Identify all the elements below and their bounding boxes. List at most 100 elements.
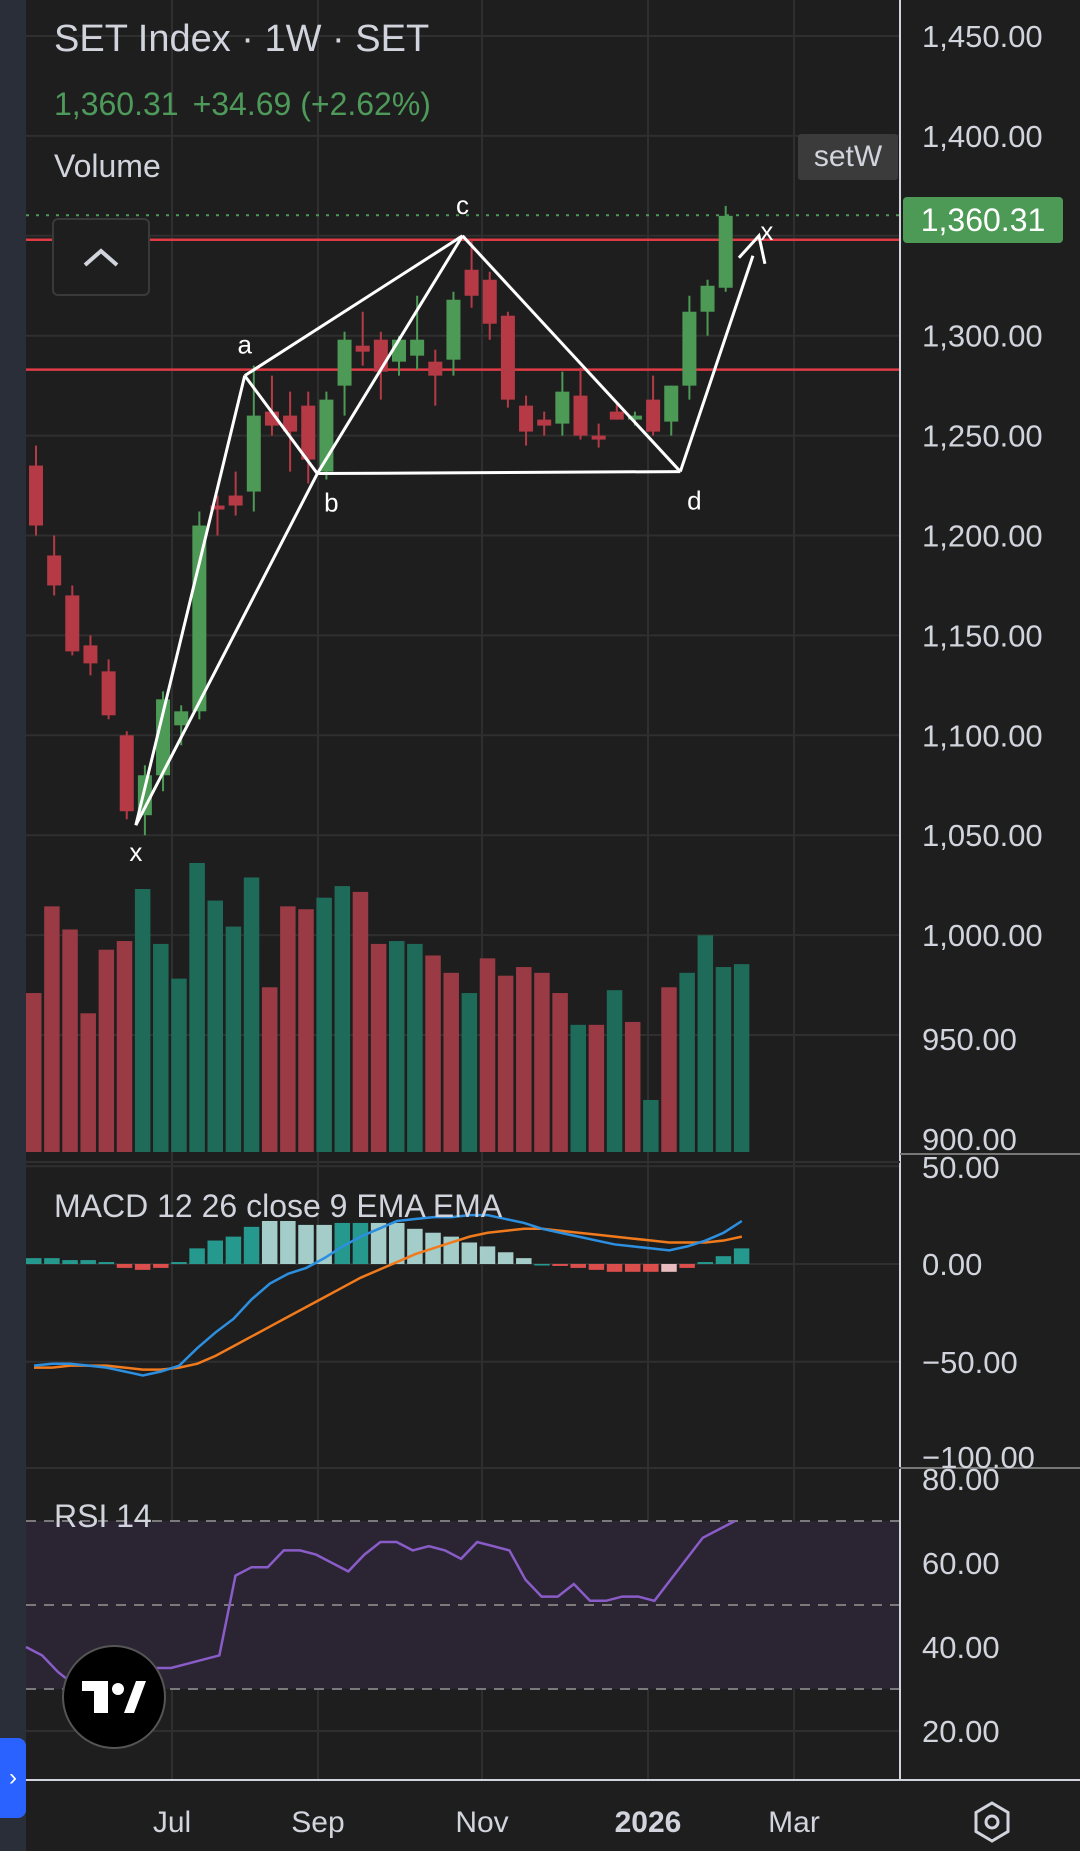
candle-body: [537, 419, 552, 426]
volume-bar: [26, 993, 42, 1152]
volume-bar: [98, 949, 115, 1152]
volume-bar: [497, 975, 514, 1152]
candle-body: [446, 299, 461, 360]
volume-bar: [443, 972, 459, 1152]
macd-histogram-bar: [189, 1248, 205, 1264]
macd-histogram-bar: [298, 1224, 314, 1264]
candle-body: [47, 555, 62, 586]
macd-histogram-bar: [552, 1264, 568, 1266]
macd-histogram-bar: [370, 1222, 387, 1264]
settings-icon[interactable]: [970, 1800, 1014, 1844]
volume-bar: [697, 935, 714, 1152]
macd-histogram-bar: [733, 1248, 750, 1264]
macd-axis-label: 0.00: [922, 1247, 982, 1282]
price-axis-label: 1,150.00: [922, 618, 1043, 653]
volume-bar: [715, 967, 732, 1152]
volume-bar: [588, 1024, 605, 1152]
candle-body: [664, 385, 679, 422]
pattern-line: [243, 234, 464, 377]
volume-bar: [316, 897, 332, 1152]
rsi-axis-label: 40.00: [922, 1630, 1000, 1665]
price-axis-label: 1,250.00: [922, 419, 1043, 454]
macd-histogram-bar: [588, 1264, 605, 1270]
candle-body: [156, 699, 171, 776]
candle-body: [500, 315, 515, 400]
candle-body: [591, 435, 606, 440]
macd-histogram-bar: [389, 1222, 405, 1264]
side-panel-toggle[interactable]: ›: [0, 1738, 26, 1818]
candle-body: [573, 395, 588, 436]
macd-axis-label: −100.00: [922, 1440, 1035, 1475]
last-price-tag: 1,360.31: [903, 197, 1063, 243]
rsi-axis-label: 60.00: [922, 1546, 1000, 1581]
volume-bar: [62, 929, 78, 1152]
volume-bar: [153, 943, 169, 1152]
xabcd-pattern: x a b c d x: [129, 190, 773, 867]
pattern-line: [316, 235, 464, 475]
candle-body: [83, 645, 98, 664]
pattern-arrowhead: [737, 232, 767, 265]
macd-histogram-bar: [624, 1264, 641, 1272]
macd-histogram-bar: [243, 1226, 260, 1264]
time-axis-label: 2026: [615, 1806, 682, 1839]
volume-bar: [479, 958, 496, 1152]
last-price: 1,360.31: [54, 86, 179, 122]
price-axis-label: 1,400.00: [922, 119, 1043, 154]
candle-body: [627, 415, 642, 420]
candle-body: [410, 339, 425, 356]
candle-body: [29, 465, 43, 526]
macd-histogram-bar: [643, 1264, 659, 1272]
volume-bar: [207, 900, 223, 1152]
pattern-label-a: a: [237, 330, 252, 360]
chart-title: SET Index · 1W · SET: [54, 18, 430, 60]
macd-histogram-bar: [26, 1258, 42, 1264]
macd-histogram-bar: [171, 1262, 187, 1264]
macd-histogram-bar: [134, 1264, 151, 1270]
macd-histogram-bar: [534, 1264, 550, 1266]
candle-body: [301, 405, 316, 460]
pattern-label-b: b: [324, 488, 338, 518]
price-axis: 1,450.00 1,400.00 1,300.00 1,250.00 1,200.00…: [922, 19, 1043, 1157]
candle-body: [65, 595, 80, 652]
volume-bar: [171, 978, 187, 1152]
study-tag: setW: [798, 134, 898, 180]
volume-bar: [461, 993, 478, 1152]
candle-body: [101, 671, 116, 716]
candle-body: [337, 339, 352, 386]
rsi-axis: 80.00 60.00 40.00 20.00: [922, 1462, 1000, 1749]
macd-line: [33, 1213, 743, 1377]
candle-body: [609, 411, 624, 420]
volume-bar: [298, 909, 314, 1152]
candle-body: [355, 345, 370, 352]
macd-histogram-bar: [62, 1260, 78, 1264]
volume-bar: [261, 987, 278, 1152]
volume-bar: [407, 943, 423, 1152]
pattern-line: [461, 234, 682, 473]
macd-histogram-bar: [80, 1260, 96, 1264]
candle-body: [192, 525, 207, 712]
candle-body: [246, 415, 261, 492]
macd-histogram-bar: [606, 1264, 623, 1272]
macd-histogram-bar: [334, 1222, 351, 1264]
candle-body: [482, 279, 497, 324]
rsi-band: [26, 1520, 900, 1690]
pattern-line: [134, 472, 319, 826]
price-axis-label: 950.00: [922, 1022, 1017, 1057]
price-axis-label: 1,450.00: [922, 19, 1043, 54]
chevron-up-icon: [83, 248, 119, 267]
volume-bar: [280, 906, 296, 1152]
macd-axis-label: 50.00: [922, 1150, 1000, 1185]
pattern-line: [134, 375, 247, 826]
tradingview-logo[interactable]: [62, 1645, 166, 1749]
macd-label: MACD 12 26 close 9 EMA EMA: [54, 1188, 503, 1224]
volume-bar: [134, 889, 151, 1152]
price-change: +34.69 (+2.62%): [192, 86, 431, 122]
collapse-legend-button[interactable]: [52, 218, 150, 296]
volume-bar: [225, 926, 242, 1152]
macd-histogram-bar: [207, 1240, 223, 1264]
macd-histogram-bar: [461, 1242, 478, 1264]
macd-histogram-bar: [280, 1220, 296, 1264]
candle-body: [646, 399, 661, 432]
macd-histogram-bar: [153, 1264, 169, 1268]
